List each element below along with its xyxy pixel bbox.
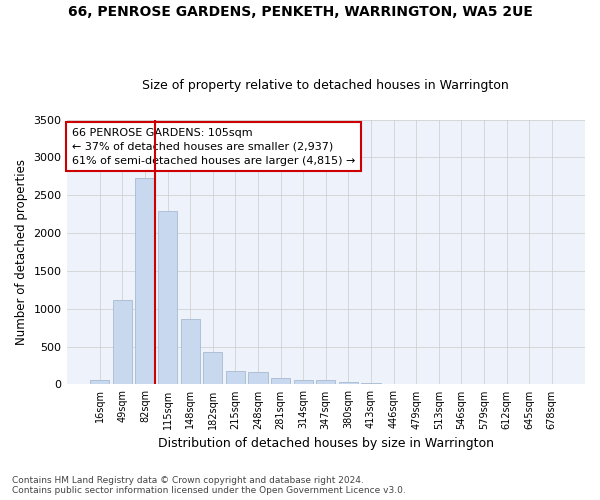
Bar [90,380,109,384]
X-axis label: Distribution of detached houses by size in Warrington: Distribution of detached houses by size … [158,437,494,450]
Text: 66 PENROSE GARDENS: 105sqm
← 37% of detached houses are smaller (2,937)
61% of s: 66 PENROSE GARDENS: 105sqm ← 37% of deta… [72,128,355,166]
Bar [293,380,313,384]
Text: 66, PENROSE GARDENS, PENKETH, WARRINGTON, WA5 2UE: 66, PENROSE GARDENS, PENKETH, WARRINGTON… [68,5,532,19]
Bar [181,318,200,384]
Bar [158,211,177,384]
Title: Size of property relative to detached houses in Warrington: Size of property relative to detached ho… [142,79,509,92]
Bar [113,300,132,384]
Bar [136,178,155,384]
Bar [339,382,358,384]
Bar [203,352,223,384]
Bar [316,380,335,384]
Bar [361,382,380,384]
Bar [271,378,290,384]
Bar [226,371,245,384]
Bar [248,372,268,384]
Text: Contains HM Land Registry data © Crown copyright and database right 2024.
Contai: Contains HM Land Registry data © Crown c… [12,476,406,495]
Y-axis label: Number of detached properties: Number of detached properties [15,159,28,345]
